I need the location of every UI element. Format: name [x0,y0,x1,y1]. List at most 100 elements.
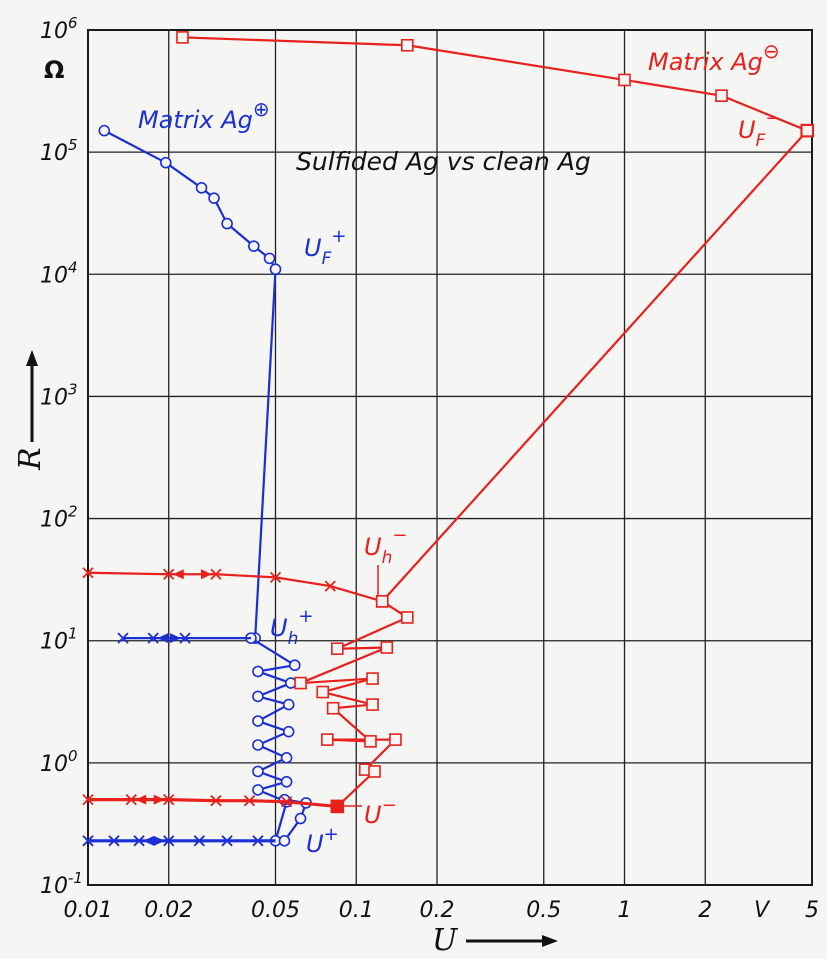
data-point [252,715,264,727]
data-point [330,799,345,814]
data-point [280,752,293,764]
y-tick-label: 103 [40,380,78,410]
data-point [221,217,233,230]
direction-arrow [172,569,184,580]
data-point-cross [252,835,264,847]
data-point [252,665,264,678]
data-point-cross [82,835,94,847]
data-point [380,641,394,654]
data-point [401,611,414,624]
data-point [288,659,301,672]
annotation-matrix-neg: Matrix Ag⊖ [648,39,780,76]
data-point [294,676,307,690]
data-point-cross [269,571,282,584]
svg-text:U−: U− [364,795,397,829]
data-point [326,701,340,715]
y-tick-label: 10-1 [40,869,83,899]
data-point-cross [210,568,222,580]
data-point-cross [82,793,94,806]
data-point-cross [179,632,191,644]
data-point [389,733,402,746]
data-point [252,784,264,796]
direction-arrow [200,569,212,580]
direction-arrow [170,633,182,644]
data-point [366,698,379,711]
data-point [401,38,414,52]
x-tick-label: 0.2 [420,898,455,923]
grid [87,29,813,886]
x-tick-label: 1 [618,898,632,923]
series-1 [82,31,815,814]
data-point-cross [280,796,293,808]
data-point-cross [125,793,137,806]
y-tick-label: 105 [40,136,78,166]
svg-text:Uh+: Uh+ [270,606,313,649]
y-tick-label: 100 [40,747,78,777]
y-unit: Ω [44,56,64,84]
x-tick-label: 0.01 [64,898,113,923]
x-tick-label: 5 [805,898,819,923]
data-point [282,698,295,711]
y-axis-label: R [13,350,48,471]
svg-text:U: U [432,923,459,958]
annotation-uh-neg: Uh− [364,525,407,596]
direction-arrow [153,835,165,846]
x-tick-label: 2 [698,898,712,923]
y-tick-label: 102 [40,503,78,533]
data-point [176,31,189,44]
data-point [321,733,334,746]
direction-arrow [135,794,147,805]
data-point-cross [117,632,129,644]
data-point [715,89,728,102]
series-line [299,600,409,808]
series-line [381,129,809,603]
data-point-cross [163,835,175,847]
data-point-cross [133,835,145,847]
data-point-cross [193,835,205,847]
data-point-cross [210,795,222,807]
data-point [294,812,307,825]
data-point-cross [163,793,175,806]
data-point [316,685,330,699]
x-unit: V [754,898,771,923]
svg-text:Matrix Ag⊖: Matrix Ag⊖ [648,39,780,76]
series-0 [82,124,312,847]
annotation-u-pos: U+ [306,824,339,858]
direction-arrow [157,633,169,644]
tick-labels: 0.01 0.02 0.05 0.1 0.2 0.5 1 2 5 106 105 104 103 102 1… [40,14,819,923]
x-tick-label: 0.5 [526,898,561,923]
chart-title: Sulfided Ag vs clean Ag [296,147,591,176]
y-tick-label: 106 [40,14,78,44]
data-point-cross [82,567,94,579]
data-point [800,124,814,137]
data-point [282,725,295,738]
data-point [364,735,377,748]
data-point [278,835,291,847]
data-point [252,765,264,778]
data-point [368,765,381,778]
data-point-cross [221,835,233,847]
y-tick-label: 101 [40,625,78,655]
annotation-uh-pos: Uh+ [270,606,313,649]
series-line [254,269,277,639]
data-point [331,642,344,656]
data-point [252,739,264,751]
data-point [269,263,282,276]
data-point-cross [147,632,159,644]
data-point [160,156,172,169]
x-tick-label: 0.05 [251,898,300,923]
annotation-u-neg: U− [342,795,397,829]
y-tick-label: 104 [40,258,78,288]
x-tick-label: 0.1 [339,898,374,923]
data-point [252,690,264,703]
svg-text:U+: U+ [306,824,339,858]
svg-text:Matrix Ag⊕: Matrix Ag⊕ [138,97,270,134]
data-point-cross [108,835,120,847]
data-point [208,192,220,204]
direction-arrow [153,794,165,805]
annotation-uf-pos: UF+ [304,226,346,269]
series-line [87,571,383,603]
data-point [618,73,631,87]
direction-arrow [143,835,155,846]
data-point [247,240,260,252]
